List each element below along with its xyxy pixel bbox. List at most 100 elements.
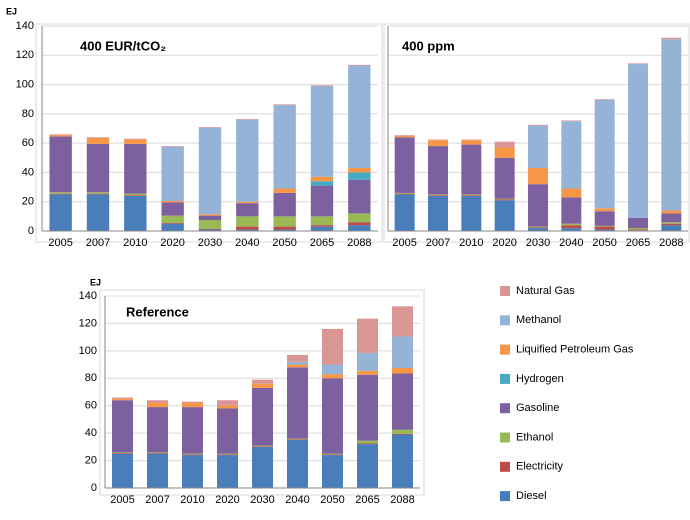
bar-segment [428,146,448,195]
bar-segment [394,135,415,136]
bar-segment [322,453,343,455]
legend-label: Methanol [516,314,561,326]
bar-segment [161,146,184,147]
bar-segment [461,144,482,195]
bar-segment [217,408,238,454]
legend-label: Hydrogen [516,373,564,385]
bar-segment [357,444,378,488]
bar-segment [392,434,413,488]
bar-segment [357,318,378,353]
bar-segment [252,387,273,446]
bar-segment [528,226,548,228]
bar-segment [394,194,415,231]
bar-segment [86,193,110,195]
bar-segment [161,146,184,201]
bar-segment [49,134,72,136]
bar-segment [252,445,273,447]
bar-segment [628,228,648,230]
legend-label: Diesel [516,490,547,502]
x-tick-label: 2040 [285,494,309,506]
bar-segment [322,364,343,375]
bar-segment [287,367,308,439]
legend-label: Electricity [516,461,564,473]
bar-segment [161,222,184,224]
x-tick-label: 2020 [492,237,516,249]
bar-segment [461,195,482,196]
bar-segment [147,402,168,408]
x-tick-label: 2030 [526,237,550,249]
bar-segment [217,453,238,455]
bar-segment [357,374,378,441]
bar-segment [236,216,259,227]
bar-segment [236,119,259,202]
bar-segment [394,192,415,194]
bar-segment [594,211,615,226]
bar-segment [273,216,296,227]
x-tick-label: 2030 [250,494,274,506]
y-tick-label: 40 [22,166,34,178]
bar-segment [310,86,334,177]
x-tick-label: 2050 [272,237,296,249]
bar-segment [494,198,515,200]
bar-segment [348,213,371,223]
bar-segment [287,354,308,362]
y-tick-label: 100 [16,78,34,90]
bar-segment [198,214,222,216]
x-tick-label: 2030 [198,237,222,249]
y-tick-label: 0 [91,482,97,494]
bar-segment [182,453,203,455]
bar-segment [528,228,548,231]
y-tick-label: 0 [28,225,34,237]
bar-segment [49,135,72,137]
bar-segment [252,383,273,388]
bar-segment [461,194,482,196]
bar-segment [428,140,448,147]
bar-segment [112,397,133,399]
bar-segment [310,226,334,231]
chart-frame [35,23,383,243]
bar-segment [161,202,184,216]
bar-segment [348,172,371,180]
bar-segment [394,137,415,193]
bar-segment [236,201,259,204]
bar-segment [236,203,259,217]
bar-segment [147,452,168,454]
legend-swatch [500,461,510,472]
bar-segment [236,226,259,230]
bar-segment [348,64,371,66]
bar-segment [594,99,615,209]
bar-segment [273,192,296,217]
bar-segment [86,194,110,231]
bar-segment [252,446,273,488]
legend-swatch [500,286,510,296]
bar-segment [661,39,682,211]
bar-segment [198,229,222,231]
y-tick-label: 60 [85,400,97,412]
x-tick-label: 2005 [392,237,416,249]
bar-segment [461,139,482,141]
bar-segment [161,200,184,203]
bar-segment [49,193,72,195]
bar-segment [661,210,682,214]
legend-label: Liquified Petroleum Gas [516,344,634,356]
bar-segment [528,168,548,185]
bar-segment [561,197,582,224]
bar-segment [428,194,448,196]
bar-segment [348,222,371,226]
y-tick-label: 120 [79,317,97,329]
bar-segment [198,127,222,128]
bar-segment [322,328,343,365]
chart-frame [383,23,690,243]
x-tick-label: 2007 [426,237,450,249]
bar-segment [252,446,273,447]
x-tick-label: 2007 [86,237,110,249]
bar-segment [124,195,147,196]
y-tick-label: 120 [16,49,34,61]
bar-segment [561,120,582,122]
bar-segment [322,454,343,456]
bar-segment [357,440,378,444]
x-tick-label: 2065 [310,237,334,249]
bar-segment [310,225,334,227]
bar-segment [461,140,482,145]
